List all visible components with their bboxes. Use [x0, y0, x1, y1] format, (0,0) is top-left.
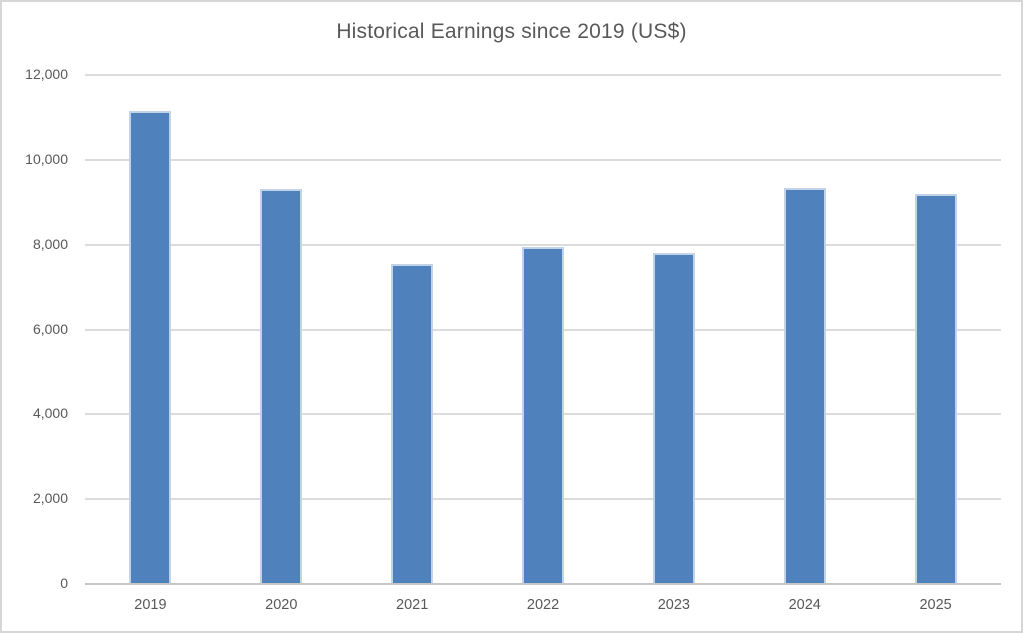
x-tick-label-2022: 2022: [526, 597, 560, 613]
y-tick-label-4000: 4,000: [32, 405, 68, 421]
x-tick-label-2020: 2020: [265, 597, 298, 613]
x-tick-label-2024: 2024: [788, 597, 821, 613]
y-tick-label-6000: 6,000: [32, 321, 68, 337]
bar-2022: [522, 247, 564, 583]
bar-slot-2025: [870, 74, 1001, 583]
y-axis: 0 2,000 4,000 6,000 8,000 10,000 12,000: [2, 66, 68, 591]
bar-2020: [260, 188, 303, 583]
bar-slot-2022: [478, 74, 609, 583]
bar-slot-2023: [608, 74, 739, 583]
x-axis: 2019 2020 2021 2022 2023 2024 2025: [85, 597, 1001, 613]
bar-2021: [391, 264, 434, 583]
gridline-8000: [85, 244, 1001, 246]
x-tick-label-2023: 2023: [657, 597, 690, 613]
gridline-10000: [85, 159, 1001, 161]
chart-title: Historical Earnings since 2019 (US$): [336, 20, 687, 43]
bar-2023: [652, 252, 695, 583]
y-tick-label-10000: 10,000: [25, 151, 68, 167]
bar-slot-2024: [739, 74, 870, 583]
plot-area: [85, 74, 1001, 585]
x-tick-label-2021: 2021: [396, 597, 429, 613]
y-tick-label-8000: 8,000: [32, 236, 68, 252]
bar-slot-2019: [85, 74, 216, 583]
bar-2024: [783, 188, 826, 583]
gridline-12000: [85, 74, 1001, 76]
bars-layer: [85, 74, 1001, 583]
x-tick-label-2019: 2019: [134, 597, 167, 613]
x-axis-line: [85, 583, 1001, 585]
x-tick-label-2025: 2025: [919, 597, 952, 613]
y-tick-label-12000: 12,000: [25, 66, 68, 82]
bar-slot-2021: [347, 74, 478, 583]
y-tick-label-0: 0: [60, 575, 68, 591]
bar-2019: [129, 110, 172, 583]
bar-slot-2020: [216, 74, 347, 583]
bar-2025: [914, 194, 957, 583]
y-tick-label-2000: 2,000: [32, 490, 68, 506]
